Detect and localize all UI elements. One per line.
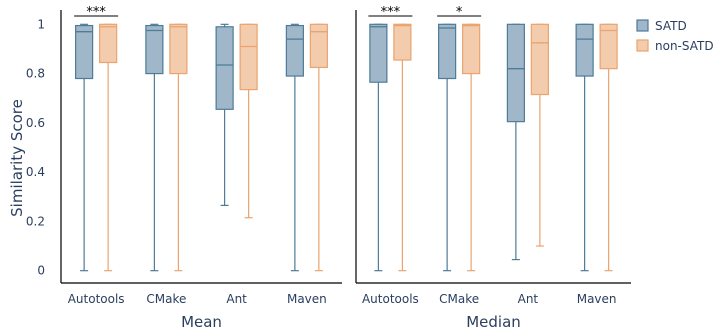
x-tick-label: Maven bbox=[287, 292, 327, 306]
box-satd-autotools bbox=[369, 23, 388, 272]
iqr-box bbox=[285, 24, 304, 77]
iqr-box bbox=[393, 23, 412, 61]
x-tick-label: Ant bbox=[226, 292, 247, 306]
box-non-satd-autotools bbox=[393, 23, 412, 272]
iqr-box bbox=[309, 23, 328, 69]
iqr-box bbox=[575, 23, 594, 77]
x-axis-title: Median bbox=[466, 313, 521, 331]
panel-mean: Autotools CMake Ant Maven Mean *** bbox=[60, 5, 342, 331]
y-tick-label: 0.6 bbox=[26, 116, 45, 130]
chart-panels: 0 0.2 0.4 0.6 0.8 1 Autotools CMake Ant Maven Mean… bbox=[26, 5, 631, 331]
box-satd-maven bbox=[575, 23, 594, 272]
iqr-box bbox=[599, 23, 618, 70]
iqr-box bbox=[75, 24, 94, 80]
significance-label: * bbox=[456, 5, 463, 20]
legend-label: SATD bbox=[655, 19, 687, 33]
box-non-satd-autotools bbox=[99, 23, 118, 272]
x-tick-label: Autotools bbox=[68, 292, 125, 306]
iqr-box bbox=[145, 24, 164, 75]
x-tick-label: Maven bbox=[577, 292, 617, 306]
x-tick-label: CMake bbox=[146, 292, 186, 306]
y-tick-label: 0.8 bbox=[26, 67, 45, 81]
x-tick-label: Ant bbox=[518, 292, 539, 306]
iqr-box bbox=[369, 23, 388, 83]
box-satd-ant bbox=[506, 23, 525, 261]
iqr-box bbox=[239, 23, 258, 91]
legend-swatch-non-satd bbox=[636, 39, 649, 52]
y-tick-label: 1 bbox=[37, 17, 45, 31]
box-satd-cmake bbox=[438, 23, 457, 272]
iqr-box bbox=[530, 23, 549, 96]
box-non-satd-ant bbox=[239, 23, 258, 219]
box-satd-cmake bbox=[145, 23, 164, 272]
iqr-box bbox=[169, 23, 188, 75]
legend-swatch-satd bbox=[636, 19, 649, 32]
box-non-satd-ant bbox=[530, 23, 549, 247]
y-tick-label: 0 bbox=[37, 264, 45, 278]
significance-label: *** bbox=[381, 5, 401, 20]
box-non-satd-maven bbox=[599, 23, 618, 272]
legend-label: non-SATD bbox=[655, 39, 714, 53]
box-non-satd-cmake bbox=[169, 23, 188, 272]
iqr-box bbox=[438, 23, 457, 80]
y-axis-title: Similarity Score bbox=[8, 99, 26, 217]
x-tick-label: CMake bbox=[439, 292, 479, 306]
box-non-satd-cmake bbox=[462, 23, 481, 272]
legend: SATD non-SATD bbox=[636, 19, 714, 53]
x-tick-label: Autotools bbox=[362, 292, 419, 306]
x-axis-title: Mean bbox=[181, 313, 222, 331]
iqr-box bbox=[506, 23, 525, 123]
iqr-box bbox=[462, 23, 481, 75]
y-tick-label: 0.4 bbox=[26, 165, 45, 179]
iqr-box bbox=[99, 23, 118, 64]
significance-label: *** bbox=[86, 5, 106, 20]
box-satd-maven bbox=[285, 23, 304, 272]
iqr-box bbox=[215, 26, 234, 110]
box-non-satd-maven bbox=[309, 23, 328, 272]
box-satd-ant bbox=[215, 23, 234, 206]
y-tick-label: 0.2 bbox=[26, 214, 45, 228]
box-satd-autotools bbox=[75, 23, 94, 272]
